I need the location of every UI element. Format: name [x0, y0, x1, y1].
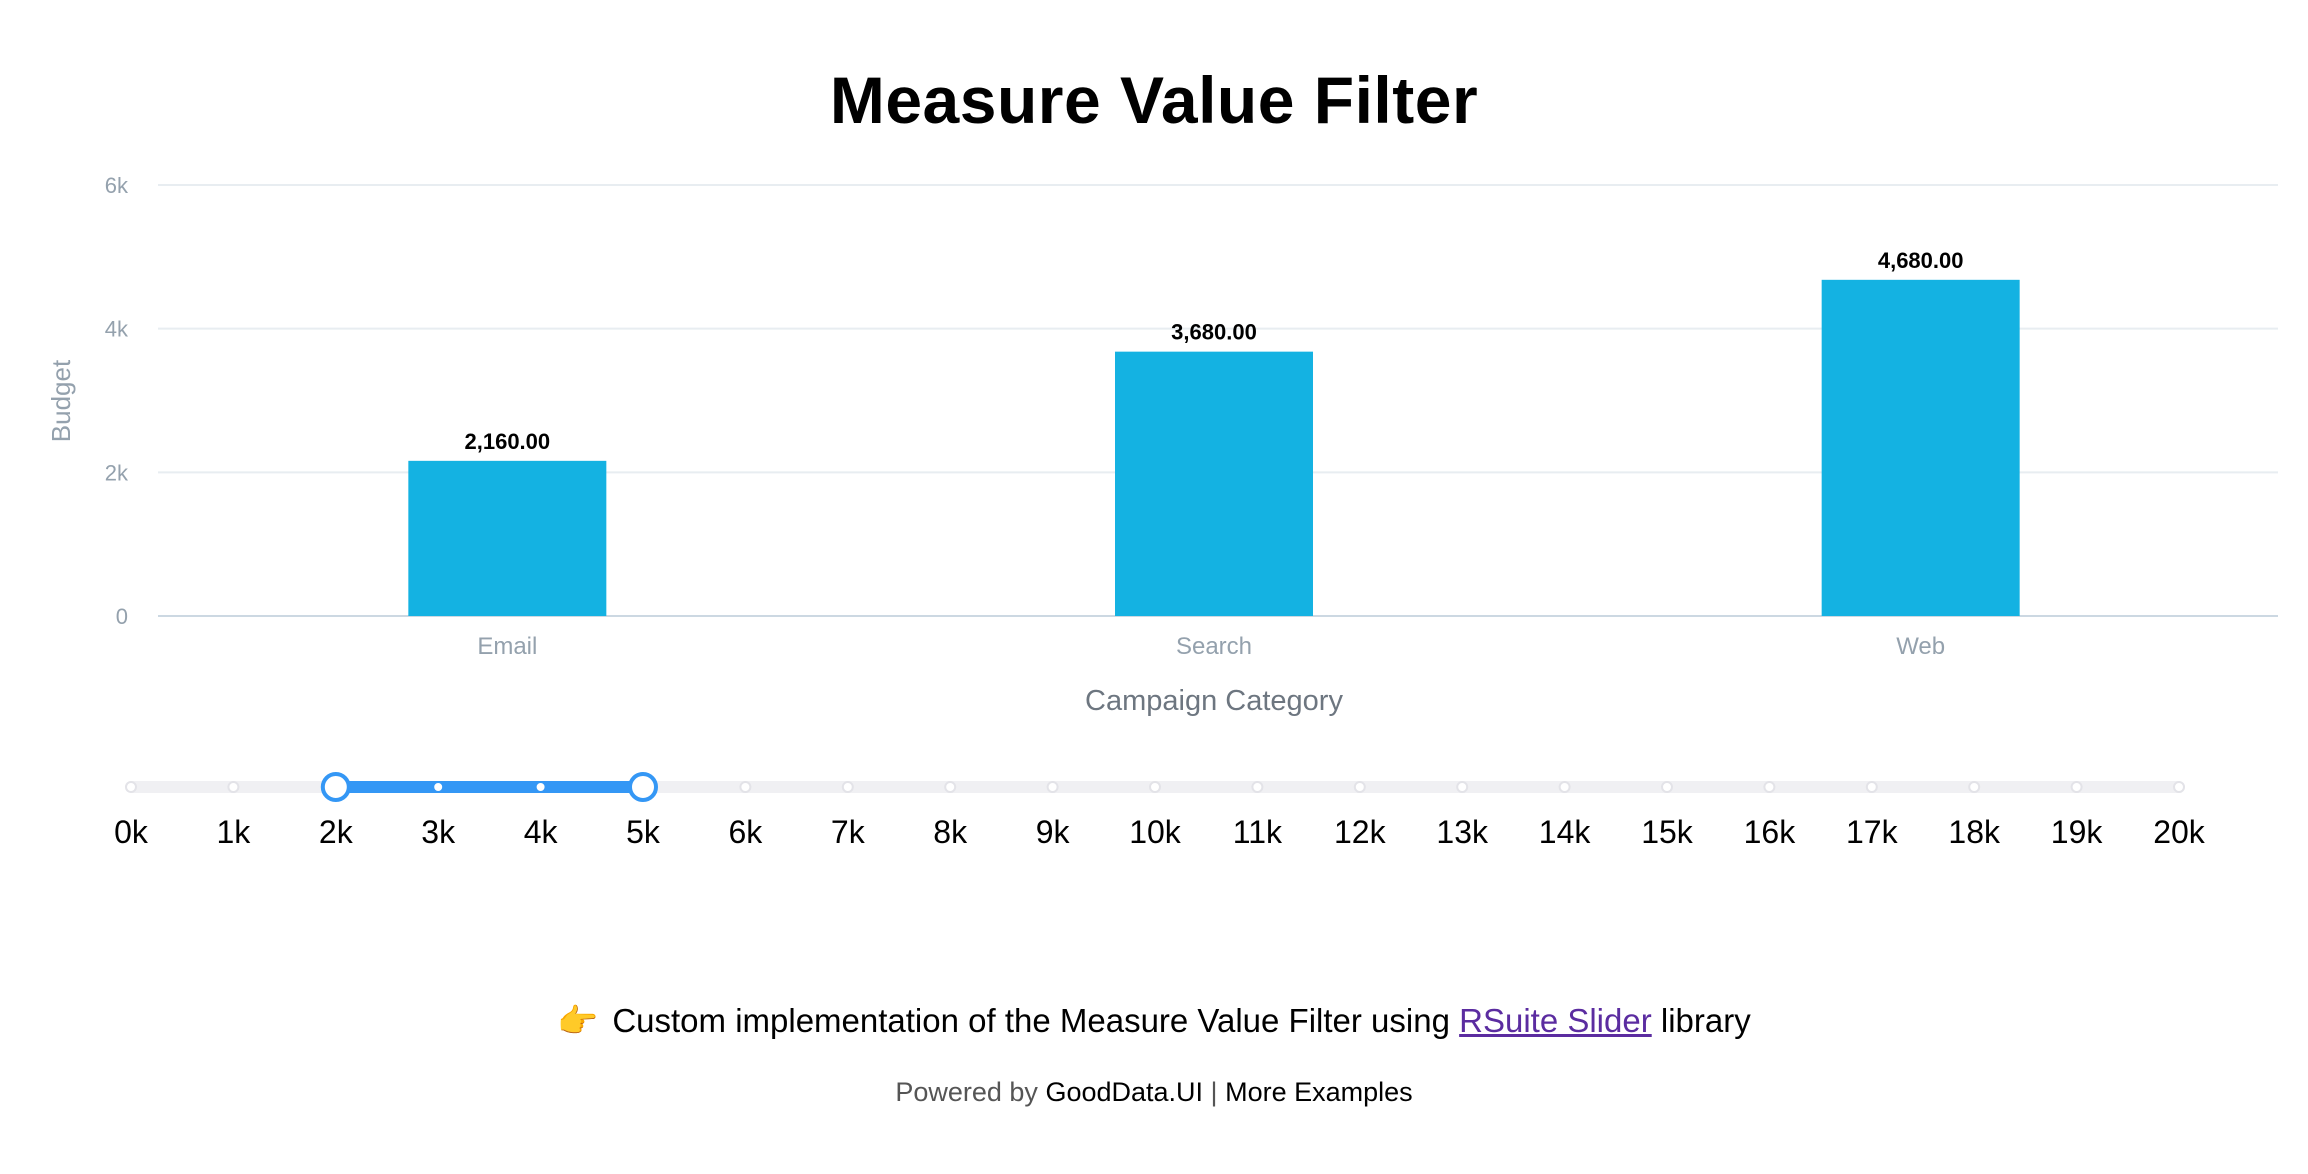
powered-by-text: Powered by	[895, 1077, 1038, 1107]
slider-tick-label: 7k	[831, 814, 866, 850]
slider-tick-label: 11k	[1233, 814, 1283, 850]
x-category-label: Web	[1896, 633, 1945, 660]
slider-tick-label: 16k	[1744, 814, 1797, 850]
slider-step-dot	[1763, 781, 1776, 793]
y-tick-label: 4k	[105, 317, 129, 342]
page-title: Measure Value Filter	[829, 63, 1479, 137]
slider-step-dot	[1353, 781, 1366, 793]
slider-tick-label: 3k	[421, 814, 456, 850]
slider-handle-max[interactable]	[628, 772, 658, 802]
slider-step-dot	[125, 781, 137, 793]
y-tick-label: 2k	[105, 460, 129, 485]
slider-tick-label: 0k	[114, 814, 149, 850]
x-category-label: Email	[477, 633, 537, 660]
slider-tick-label: 2k	[319, 814, 354, 850]
x-axis-title: Campaign Category	[1085, 685, 1343, 717]
slider-tick-label: 1k	[217, 814, 252, 850]
pointing-hand-icon: 👉	[557, 1002, 599, 1039]
slider-step-dot	[534, 781, 547, 793]
bar-email[interactable]	[408, 460, 607, 616]
more-examples-link[interactable]: More Examples	[1225, 1077, 1413, 1107]
footer: Powered by GoodData.UI | More Examples	[0, 1072, 2308, 1112]
slider-step-dot	[739, 781, 752, 793]
slider-tick-label: 8k	[933, 814, 968, 850]
slider-step-dot	[1046, 781, 1059, 793]
slider-tick-label: 14k	[1539, 814, 1592, 850]
footer-separator: |	[1210, 1077, 1218, 1107]
data-label: 4,680.00	[1878, 248, 1964, 273]
implementation-note: 👉 Custom implementation of the Measure Va…	[0, 998, 2308, 1044]
slider-step-dot	[841, 781, 854, 793]
slider-step-dot	[1865, 781, 1878, 793]
gooddata-ui-link[interactable]: GoodData.UI	[1045, 1077, 1204, 1107]
slider-step-dot	[2173, 781, 2185, 793]
slider-step-dot	[1251, 781, 1264, 793]
note-text-before: Custom implementation of the Measure Val…	[612, 1002, 1460, 1039]
slider-step-dot	[2070, 781, 2083, 793]
slider-tick-label: 4k	[524, 814, 559, 850]
slider-step-dot	[944, 781, 957, 793]
slider-tick-label: 19k	[2051, 814, 2104, 850]
slider-step-dot	[227, 781, 240, 793]
slider-tick-label: 20k	[2153, 814, 2206, 850]
y-axis-title: Budget	[46, 359, 76, 442]
data-label: 3,680.00	[1171, 320, 1257, 345]
slider-tick-label: 15k	[1641, 814, 1694, 850]
slider-tick-label: 9k	[1036, 814, 1071, 850]
y-tick-label: 6k	[105, 173, 129, 198]
slider-tick-label: 18k	[1948, 814, 2001, 850]
slider-step-dot	[1149, 781, 1161, 793]
slider-tick-label: 12k	[1334, 814, 1387, 850]
bar-chart: 0 2k 4k 6k Budget 2,160.00 Email 3,680.00 Search…	[46, 173, 2278, 850]
slider-step-dot	[1968, 781, 1981, 793]
slider-step-dot	[1558, 781, 1571, 793]
x-category-label: Search	[1176, 633, 1252, 660]
bar-search[interactable]	[1115, 351, 1313, 616]
slider-step-dot	[1661, 781, 1673, 793]
slider-tick-label: 6k	[729, 814, 764, 850]
bar-web[interactable]	[1821, 279, 2020, 616]
note-text-after: library	[1651, 1002, 1751, 1039]
slider-tick-label: 13k	[1436, 814, 1489, 850]
rsuite-slider-link[interactable]: RSuite Slider	[1459, 1002, 1652, 1039]
y-tick-label: 0	[116, 604, 128, 629]
slider-step-dot	[432, 781, 445, 793]
data-label: 2,160.00	[465, 429, 551, 454]
slider-handle-min[interactable]	[320, 772, 351, 802]
slider-tick-label: 17k	[1846, 814, 1899, 850]
slider-tick-label: 10k	[1129, 814, 1182, 850]
slider-tick-label: 5k	[626, 814, 661, 850]
slider-step-dot	[1456, 781, 1469, 793]
